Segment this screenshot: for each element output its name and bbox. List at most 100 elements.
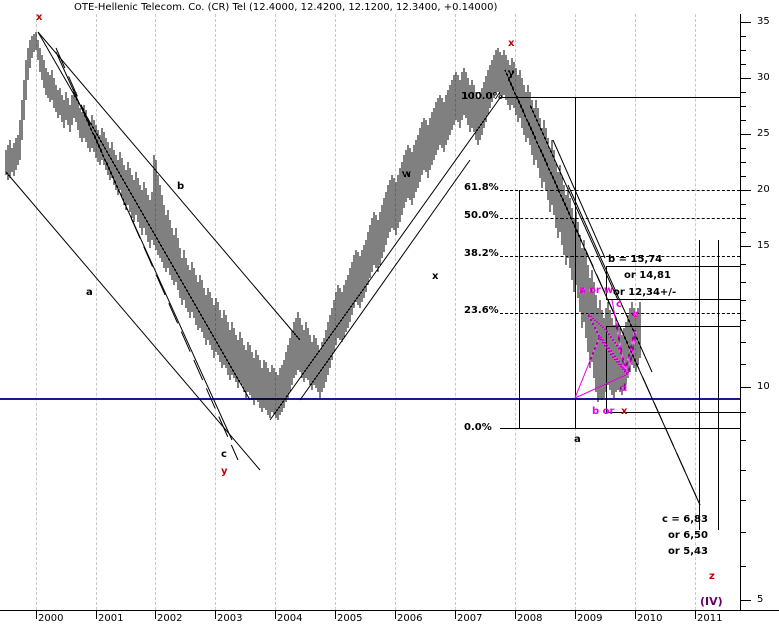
price-label-15: 15 (757, 240, 770, 251)
target-c-line1: c = 6,83 (662, 514, 708, 525)
x-axis-label-2010: 2010 (637, 613, 663, 624)
wave-label-y-bottom: y (221, 466, 228, 477)
gridline-2002 (155, 14, 156, 610)
price-minor-tick (741, 282, 746, 283)
magenta-triangle (574, 299, 637, 399)
x-axis-label-2009: 2009 (577, 613, 603, 624)
wave-label-y-peak: y (508, 68, 515, 79)
chart-title: OTE-Hellenic Telecom. Co. (CR) Tel (12.4… (74, 2, 498, 13)
x-axis-label-2000: 2000 (38, 613, 64, 624)
price-minor-tick (741, 300, 746, 301)
price-minor-tick (741, 500, 746, 501)
wave-label-x-after-bor: x (621, 406, 628, 417)
price-minor-tick (741, 204, 746, 205)
fib-box-left-wall (519, 190, 520, 429)
price-label-20: 20 (757, 184, 770, 195)
price-minor-tick (741, 106, 746, 107)
trend-channel-dashed (55, 47, 239, 461)
price-bars (5, 32, 641, 420)
trend-channel-2000-2003 (5, 31, 301, 471)
wave-label-d-magenta: d (620, 383, 628, 394)
price-label-35: 35 (757, 16, 770, 27)
price-minor-tick (741, 440, 746, 441)
target-b-line3: or 12,34+/- (613, 287, 677, 298)
wave-label-w-mid: w (402, 169, 412, 180)
fib-line-236 (500, 313, 740, 314)
gridline-2010 (635, 14, 636, 610)
target-box-b-top (606, 266, 740, 267)
tick-2010 (635, 610, 636, 619)
target-vline-1 (699, 240, 700, 530)
x-axis-label-2005: 2005 (337, 613, 363, 624)
x-axis-label-2003: 2003 (217, 613, 243, 624)
x-axis-label-2004: 2004 (277, 613, 303, 624)
wave-label-iv-bottom: (IV) (700, 595, 723, 608)
wave-label-a-magenta: a (579, 285, 586, 296)
wave-label-a-left: a (86, 287, 93, 298)
wave-label-or-magenta: or (589, 285, 601, 296)
gridline-2004 (275, 14, 276, 610)
tick-2004 (275, 610, 276, 619)
tick-2001 (96, 610, 97, 619)
price-minor-tick (741, 50, 746, 51)
wave-label-x-peak: x (508, 38, 515, 49)
tick-2000 (36, 610, 37, 619)
time-axis-line (0, 610, 740, 611)
price-axis-line (740, 14, 741, 610)
fib-line-618 (500, 190, 740, 191)
x-axis-label-2007: 2007 (457, 613, 483, 624)
support-line (0, 398, 740, 400)
price-minor-tick (741, 264, 746, 265)
fib-line-500 (500, 218, 740, 219)
target-b-line2: or 14,81 (624, 270, 671, 281)
x-axis-label-2011: 2011 (697, 613, 723, 624)
price-minor-tick (741, 364, 746, 365)
price-minor-tick (741, 566, 746, 567)
tick-2005 (335, 610, 336, 619)
wave-label-c-bottom: c (221, 449, 227, 460)
price-minor-tick (741, 148, 746, 149)
fib-line-0 (500, 428, 740, 429)
tick-2009 (575, 610, 576, 619)
price-label-5: 5 (757, 594, 764, 605)
trend-down-dashed (504, 69, 701, 506)
price-tick-15 (741, 246, 751, 247)
x-axis-label-2001: 2001 (98, 613, 124, 624)
fib-line-382 (500, 256, 740, 257)
wave-label-c-magenta: c (616, 299, 622, 310)
price-minor-tick (741, 218, 746, 219)
price-tick-25 (741, 134, 751, 135)
price-tick-30 (741, 78, 751, 79)
price-minor-tick (741, 92, 746, 93)
tick-2011 (695, 610, 696, 619)
price-tick-35 (741, 22, 751, 23)
wave-label-e-magenta-1: e (632, 309, 639, 320)
wave-label-a-low: a (574, 434, 581, 445)
price-minor-tick (741, 532, 746, 533)
time-axis-line-right (740, 610, 779, 611)
price-minor-tick (741, 120, 746, 121)
fib-line-100 (500, 97, 740, 98)
tick-2008 (515, 610, 516, 619)
target-box-b-bottom (606, 299, 740, 300)
gridline-2007 (455, 14, 456, 610)
target-b-line1: b = 15,74 (608, 254, 663, 265)
price-minor-tick (741, 36, 746, 37)
tick-2002 (155, 610, 156, 619)
price-minor-tick (741, 162, 746, 163)
gridline-2000 (36, 14, 37, 610)
target-box-c-bottom (606, 412, 740, 413)
price-minor-tick (741, 176, 746, 177)
price-minor-tick (741, 64, 746, 65)
gridline-2011 (695, 14, 696, 610)
tick-2006 (395, 610, 396, 619)
price-tick-20 (741, 190, 751, 191)
target-vline-2 (718, 240, 719, 530)
price-minor-tick (741, 470, 746, 471)
price-tick-5 (741, 600, 751, 601)
fib-label-236: 23.6% (464, 305, 499, 316)
gridline-2006 (395, 14, 396, 610)
price-minor-tick (741, 342, 746, 343)
price-minor-tick (741, 232, 746, 233)
